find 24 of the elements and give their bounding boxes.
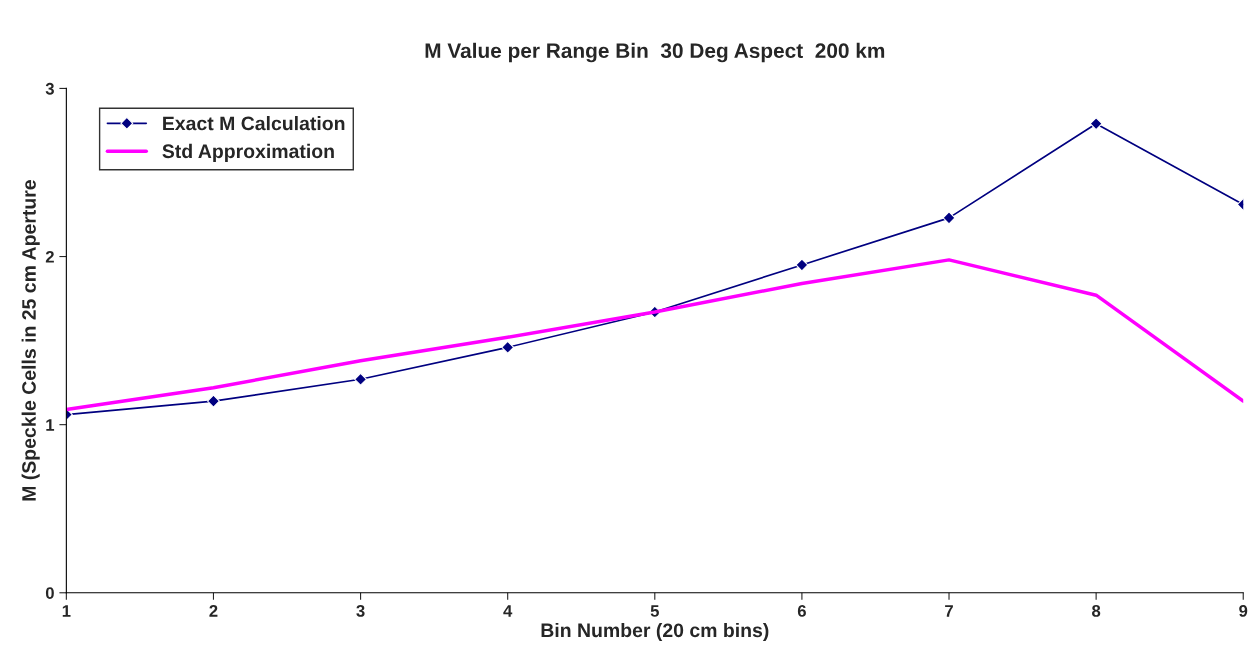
legend-label: Exact M Calculation [163, 116, 345, 131]
x-tick-label: 1 [62, 605, 71, 617]
chart-title: M Value per Range Bin 30 Deg Aspect 200 km [425, 42, 885, 63]
y-axis-title: M (Speckle Cells in 25 cm Aperture [21, 180, 40, 501]
legend-label: Std Approximation [162, 143, 334, 162]
point [501, 340, 515, 354]
y-tick-label: 2 [45, 250, 54, 263]
x-tick-label: 5 [650, 605, 659, 617]
point [207, 394, 220, 408]
x-tick-label: 9 [1239, 605, 1248, 617]
point [942, 211, 956, 225]
x-tick-label: 4 [503, 605, 513, 617]
x-tick-label: 6 [797, 605, 806, 617]
point [795, 258, 809, 272]
y-tick-label: 0 [45, 587, 54, 599]
point [1089, 117, 1103, 131]
x-tick-label: 3 [356, 605, 365, 617]
point [354, 372, 367, 386]
x-tick-label: 7 [945, 605, 953, 617]
y-tick-label: 1 [46, 419, 55, 431]
x-tick-label: 2 [209, 605, 218, 617]
x-tick-label: 8 [1092, 605, 1101, 617]
x-axis-title: Bin Number (20 cm bins) [541, 622, 769, 642]
y-tick-label: 3 [45, 82, 54, 95]
